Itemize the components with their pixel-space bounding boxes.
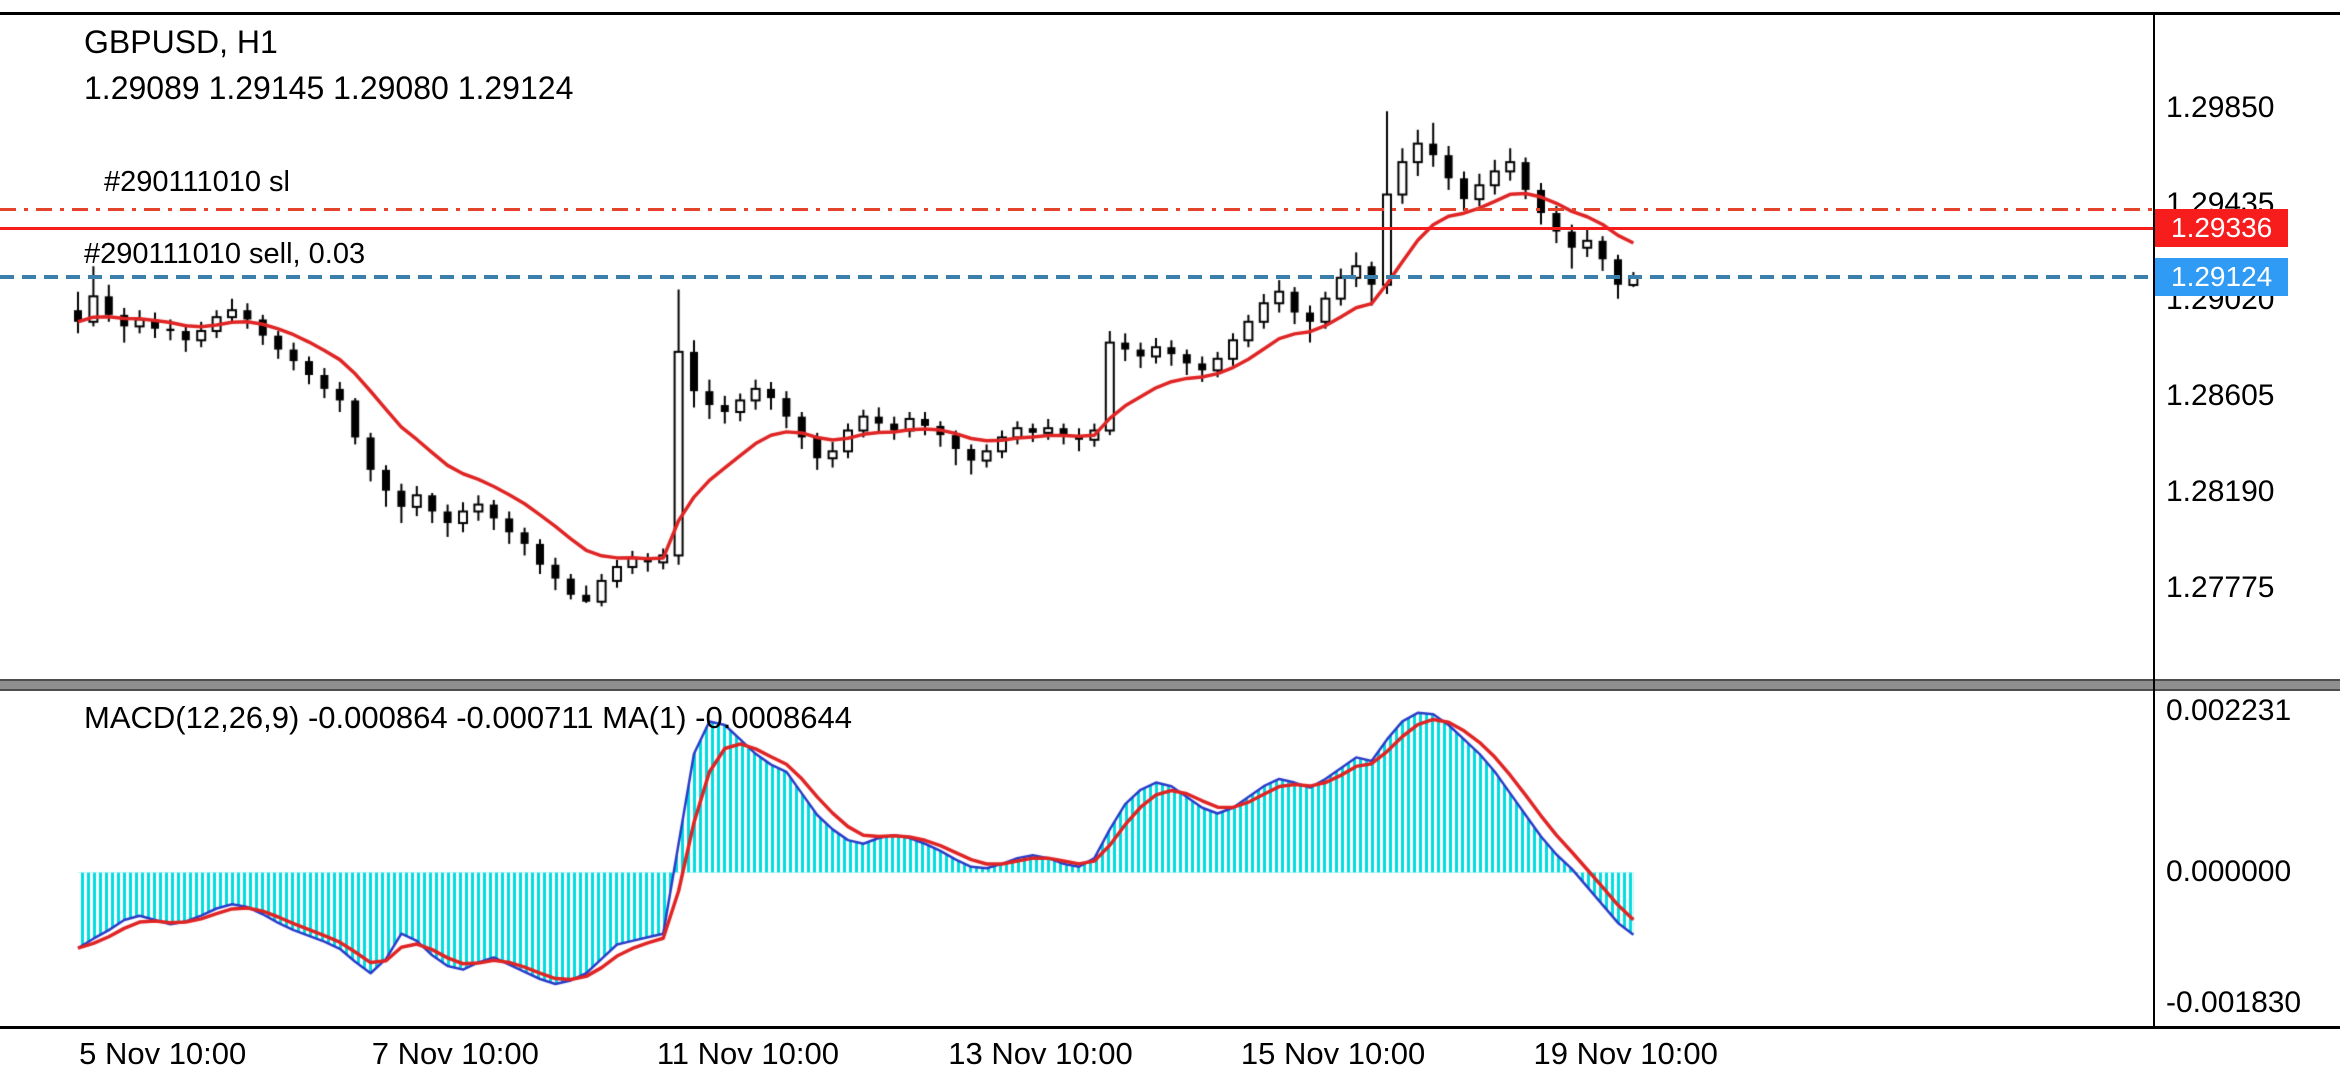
symbol-timeframe-label: GBPUSD, H1 xyxy=(84,24,278,60)
macd-chart-canvas[interactable] xyxy=(0,691,2340,1029)
price-axis-label: 1.28190 xyxy=(2166,474,2275,508)
price-chart-canvas[interactable] xyxy=(0,0,2340,680)
order-open-price-line xyxy=(0,226,2154,230)
chart-bottom-border xyxy=(0,1026,2340,1029)
order-price-tag: 1.29336 xyxy=(2155,208,2289,247)
macd-axis-label: -0.001830 xyxy=(2166,986,2302,1020)
macd-indicator-label: MACD(12,26,9) -0.000864 -0.000711 MA(1) … xyxy=(84,700,852,735)
stop-loss-line xyxy=(0,207,2154,211)
ohlc-quote-label: 1.29089 1.29145 1.29080 1.29124 xyxy=(84,70,574,106)
chart-top-border xyxy=(0,12,2340,15)
panel-divider[interactable] xyxy=(0,679,2340,691)
price-axis-separator xyxy=(2153,12,2155,1028)
time-axis-label: 15 Nov 10:00 xyxy=(1240,1036,1426,1071)
price-axis-label: 1.27775 xyxy=(2166,571,2275,604)
macd-axis-label: 0.000000 xyxy=(2166,854,2292,888)
time-axis-label: 5 Nov 10:00 xyxy=(79,1036,247,1071)
stop-loss-order-label[interactable]: #290111010 sl xyxy=(104,166,290,198)
macd-axis-label: 0.002231 xyxy=(2166,694,2292,727)
price-axis-label: 1.29850 xyxy=(2166,90,2275,124)
time-axis-label: 7 Nov 10:00 xyxy=(371,1036,539,1071)
sell-position-label[interactable]: #290111010 sell, 0.03 xyxy=(84,238,366,270)
current-bid-price-line xyxy=(0,274,2154,279)
bid-price-tag: 1.29124 xyxy=(2155,257,2289,296)
time-axis-label: 11 Nov 10:00 xyxy=(656,1036,839,1071)
price-axis-label: 1.28605 xyxy=(2166,378,2275,412)
time-axis-label: 19 Nov 10:00 xyxy=(1533,1036,1718,1071)
time-axis-label: 13 Nov 10:00 xyxy=(948,1036,1133,1071)
